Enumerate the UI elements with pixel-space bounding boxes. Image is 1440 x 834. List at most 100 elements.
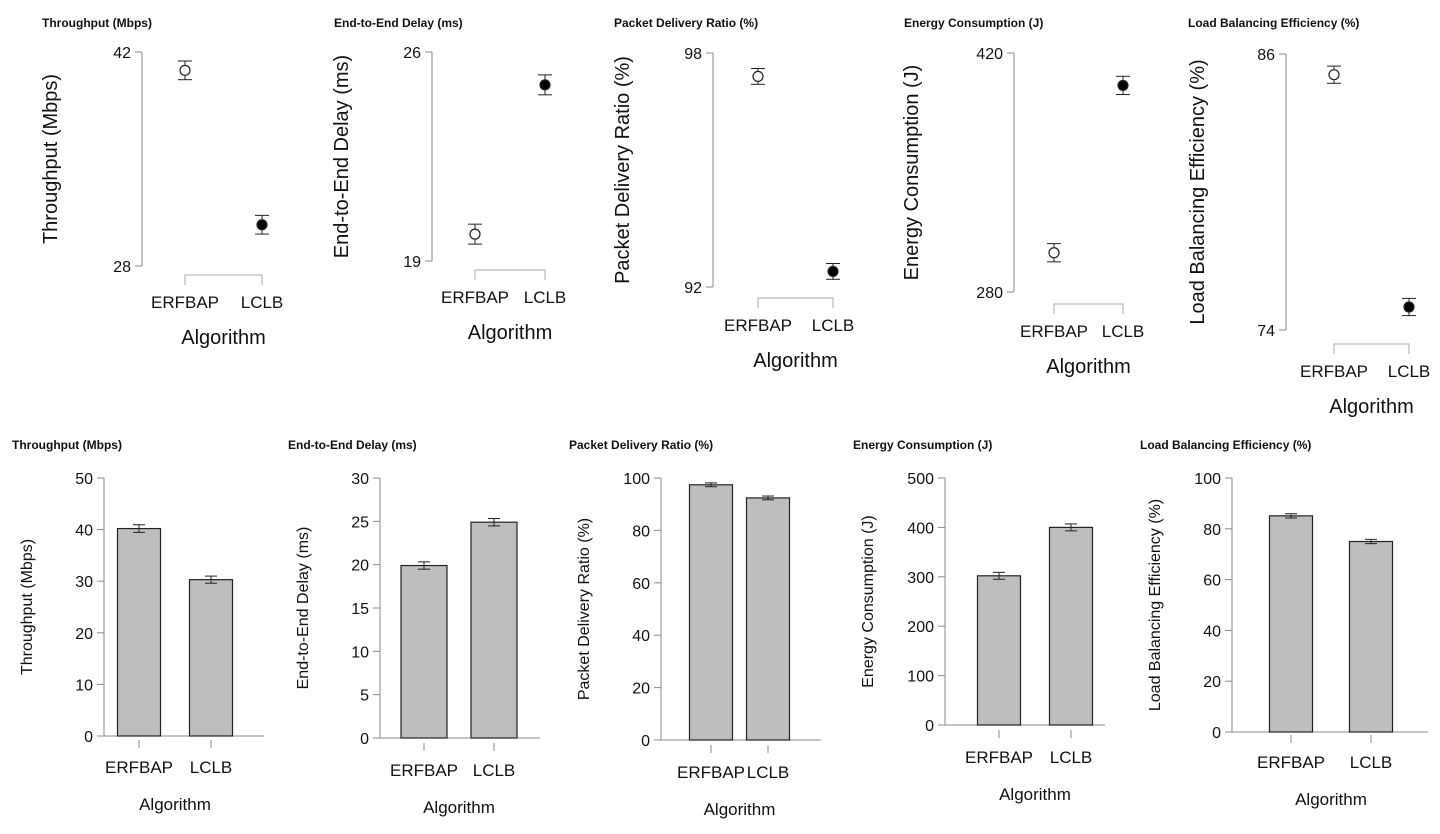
data-point bbox=[827, 265, 839, 277]
y-tick-label: 300 bbox=[907, 570, 934, 587]
x-tick-label: LCLB bbox=[241, 293, 284, 312]
y-axis-label: End-to-End Delay (ms) bbox=[295, 527, 312, 690]
x-tick-label: LCLB bbox=[190, 758, 233, 777]
chart-panel-8: Energy Consumption (J) 0 100 200 300 400 500 E… bbox=[853, 438, 1115, 828]
chart-panel-3: Energy Consumption (J) 280 420 ERFBAP LCLB A… bbox=[901, 16, 1166, 378]
chart-plot: 92 98 ERFBAP LCLB Algorithm Packet Delivery R… bbox=[612, 46, 855, 372]
x-axis-label: Algorithm bbox=[181, 327, 265, 349]
y-tick-label: 280 bbox=[976, 285, 1003, 302]
bar bbox=[745, 497, 791, 741]
bar bbox=[1348, 540, 1394, 733]
y-tick-label: 30 bbox=[351, 471, 369, 488]
y-tick-label: 98 bbox=[684, 46, 702, 63]
x-axis-label: Algorithm bbox=[1046, 356, 1130, 378]
x-tick-label: ERFBAP bbox=[1300, 362, 1368, 381]
y-tick-label: 30 bbox=[75, 574, 93, 591]
chart-title: Throughput (Mbps) bbox=[42, 16, 152, 30]
y-tick-label: 40 bbox=[1203, 623, 1221, 640]
y-tick-label: 100 bbox=[907, 669, 934, 686]
chart-title: Energy Consumption (J) bbox=[853, 438, 993, 452]
y-axis-label: Energy Consumption (J) bbox=[901, 65, 923, 281]
bar bbox=[116, 527, 162, 737]
x-tick-label: LCLB bbox=[812, 316, 855, 335]
chart-plot: 0 10 20 30 40 50 ERFBAP LCLB Algorithm Throughput… bbox=[19, 471, 264, 814]
x-tick-label: LCLB bbox=[1102, 322, 1145, 341]
chart-title: End-to-End Delay (ms) bbox=[288, 438, 417, 452]
chart-panel-2: Packet Delivery Ratio (%) 92 98 ERFBAP LCLB… bbox=[612, 16, 876, 376]
x-tick-label: ERFBAP bbox=[390, 761, 458, 780]
chart-title: Packet Delivery Ratio (%) bbox=[614, 16, 759, 30]
x-tick-label: ERFBAP bbox=[1020, 322, 1088, 341]
data-point bbox=[1117, 79, 1129, 92]
y-tick-label: 80 bbox=[632, 523, 650, 540]
x-tick-label: LCLB bbox=[1050, 748, 1093, 767]
bar bbox=[688, 484, 734, 741]
x-axis-label: Algorithm bbox=[1329, 396, 1413, 418]
x-axis-label: Algorithm bbox=[704, 800, 776, 819]
y-tick-label: 200 bbox=[907, 619, 934, 636]
y-tick-label: 100 bbox=[623, 471, 650, 488]
chart-panel-4: Load Balancing Efficiency (%) 74 86 ERFBAP… bbox=[1187, 16, 1440, 418]
x-tick-label: LCLB bbox=[524, 288, 567, 307]
x-axis-label: Algorithm bbox=[423, 798, 495, 817]
chart-panel-5: Throughput (Mbps) 0 10 20 30 40 50 ERFBAP LCLB A… bbox=[12, 438, 274, 828]
y-tick-label: 80 bbox=[1203, 522, 1221, 539]
chart-plot: 0 100 200 300 400 500 ERFBAP LCLB Algorithm Energ… bbox=[860, 471, 1105, 804]
chart-panel-7: Packet Delivery Ratio (%) 0 20 40 60 80 100 ER… bbox=[569, 438, 831, 828]
chart-plot: 280 420 ERFBAP LCLB Algorithm Energy Consumpt… bbox=[901, 46, 1145, 378]
x-tick-label: LCLB bbox=[473, 761, 516, 780]
y-tick-label: 60 bbox=[1203, 573, 1221, 590]
x-axis-label: Algorithm bbox=[1295, 790, 1367, 809]
x-axis-bracket bbox=[1333, 343, 1410, 354]
y-tick-label: 74 bbox=[1257, 323, 1275, 340]
chart-title: Throughput (Mbps) bbox=[12, 438, 122, 452]
chart-plot: 0 5 10 15 20 25 30 ERFBAP LCLB Algorithm End-to-En… bbox=[295, 471, 540, 817]
y-tick-label: 0 bbox=[84, 729, 93, 746]
y-tick-label: 0 bbox=[925, 718, 934, 735]
y-tick-label: 0 bbox=[1212, 725, 1221, 742]
x-axis-label: Algorithm bbox=[753, 350, 837, 372]
y-axis-label: Energy Consumption (J) bbox=[860, 515, 877, 688]
y-tick-label: 5 bbox=[360, 688, 369, 705]
chart-title: Load Balancing Efficiency (%) bbox=[1188, 16, 1360, 30]
y-tick-label: 0 bbox=[641, 733, 650, 750]
y-axis-label: Packet Delivery Ratio (%) bbox=[612, 56, 634, 284]
x-axis-bracket bbox=[474, 269, 546, 280]
y-tick-label: 92 bbox=[684, 280, 702, 297]
y-tick-label: 400 bbox=[907, 520, 934, 537]
chart-panel-0: Throughput (Mbps) 28 42 ERFBAP LCLB Algorith… bbox=[40, 16, 304, 356]
chart-panel-9: Load Balancing Efficiency (%) 0 20 40 60 80 1… bbox=[1140, 438, 1438, 828]
y-tick-label: 28 bbox=[113, 259, 131, 276]
y-axis-label: Throughput (Mbps) bbox=[19, 539, 36, 675]
y-tick-label: 0 bbox=[360, 731, 369, 748]
data-point bbox=[179, 64, 191, 76]
y-axis-label: Packet Delivery Ratio (%) bbox=[576, 518, 593, 700]
bar bbox=[1048, 526, 1094, 726]
x-axis-label: Algorithm bbox=[468, 322, 552, 344]
y-tick-label: 20 bbox=[351, 558, 369, 575]
y-tick-label: 15 bbox=[351, 601, 369, 618]
x-axis-bracket bbox=[184, 274, 263, 285]
y-tick-label: 26 bbox=[403, 45, 421, 62]
y-tick-label: 10 bbox=[351, 644, 369, 661]
y-tick-label: 19 bbox=[403, 254, 421, 271]
y-axis-label: Load Balancing Efficiency (%) bbox=[1187, 59, 1209, 324]
y-axis-label: Throughput (Mbps) bbox=[40, 74, 62, 244]
x-axis-bracket bbox=[757, 297, 834, 308]
x-tick-label: LCLB bbox=[747, 763, 790, 782]
chart-title: End-to-End Delay (ms) bbox=[334, 16, 463, 30]
y-tick-label: 10 bbox=[75, 677, 93, 694]
y-axis-label: Load Balancing Efficiency (%) bbox=[1147, 499, 1164, 711]
y-tick-label: 500 bbox=[907, 471, 934, 488]
y-tick-label: 100 bbox=[1194, 471, 1221, 488]
y-tick-label: 50 bbox=[75, 471, 93, 488]
chart-plot: 0 20 40 60 80 100 ERFBAP LCLB Algorithm Packet De… bbox=[576, 471, 821, 819]
bar bbox=[470, 521, 518, 739]
bar bbox=[1268, 515, 1314, 733]
data-point bbox=[1328, 69, 1340, 81]
y-tick-label: 40 bbox=[75, 523, 93, 540]
y-tick-label: 86 bbox=[1257, 47, 1275, 64]
x-tick-label: LCLB bbox=[1350, 753, 1393, 772]
chart-panel-6: End-to-End Delay (ms) 0 5 10 15 20 25 30 ERFBAP… bbox=[288, 438, 550, 828]
chart-plot: 19 26 ERFBAP LCLB Algorithm End-to-End Delay … bbox=[331, 45, 567, 344]
